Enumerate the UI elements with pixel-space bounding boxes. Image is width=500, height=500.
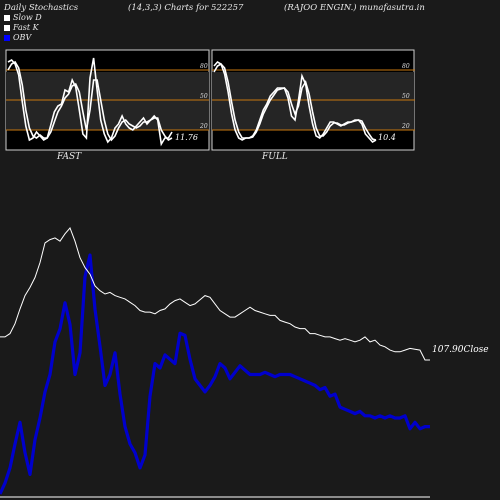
obv-line: [0, 253, 430, 495]
legend: Slow D Fast K OBV: [4, 13, 42, 43]
company-name: (RAJOO ENGIN.) munafasutra.in: [284, 3, 425, 13]
legend-label-fast-k: Fast K: [13, 23, 39, 32]
fast-series-0: [7, 57, 173, 147]
fast-last-value: 11.76: [175, 133, 198, 142]
full-tick-label-20: 20: [401, 123, 410, 130]
fast-tick-label-80: 80: [200, 63, 208, 70]
legend-swatch-slow-d: [4, 15, 10, 21]
legend-swatch-fast-k: [4, 25, 10, 31]
chart-params: (14,3,3) Charts for 522257: [128, 3, 244, 13]
fast-series-1: [7, 60, 173, 142]
close-label: 107.90Close: [432, 345, 489, 355]
fast-tick-label-50: 50: [200, 93, 208, 100]
full-last-value: 10.4: [378, 133, 396, 142]
fast-panel-label: FAST: [57, 152, 82, 162]
fast-panel-midband: [6, 72, 209, 130]
full-panel-label: FULL: [262, 152, 288, 162]
legend-swatch-obv: [4, 35, 10, 41]
legend-item-slow-d: Slow D: [4, 13, 42, 23]
close-price-line: [0, 227, 430, 361]
full-series-1: [213, 62, 377, 141]
full-tick-label-50: 50: [402, 93, 410, 100]
legend-label-obv: OBV: [13, 33, 32, 42]
chart-title: Daily Stochastics: [4, 3, 79, 13]
legend-item-fast-k: Fast K: [4, 23, 42, 33]
legend-label-slow-d: Slow D: [13, 13, 42, 22]
legend-item-obv: OBV: [4, 33, 42, 43]
full-tick-label-80: 80: [402, 63, 410, 70]
full-panel-midband: [212, 72, 414, 130]
fast-tick-label-20: 20: [199, 123, 208, 130]
